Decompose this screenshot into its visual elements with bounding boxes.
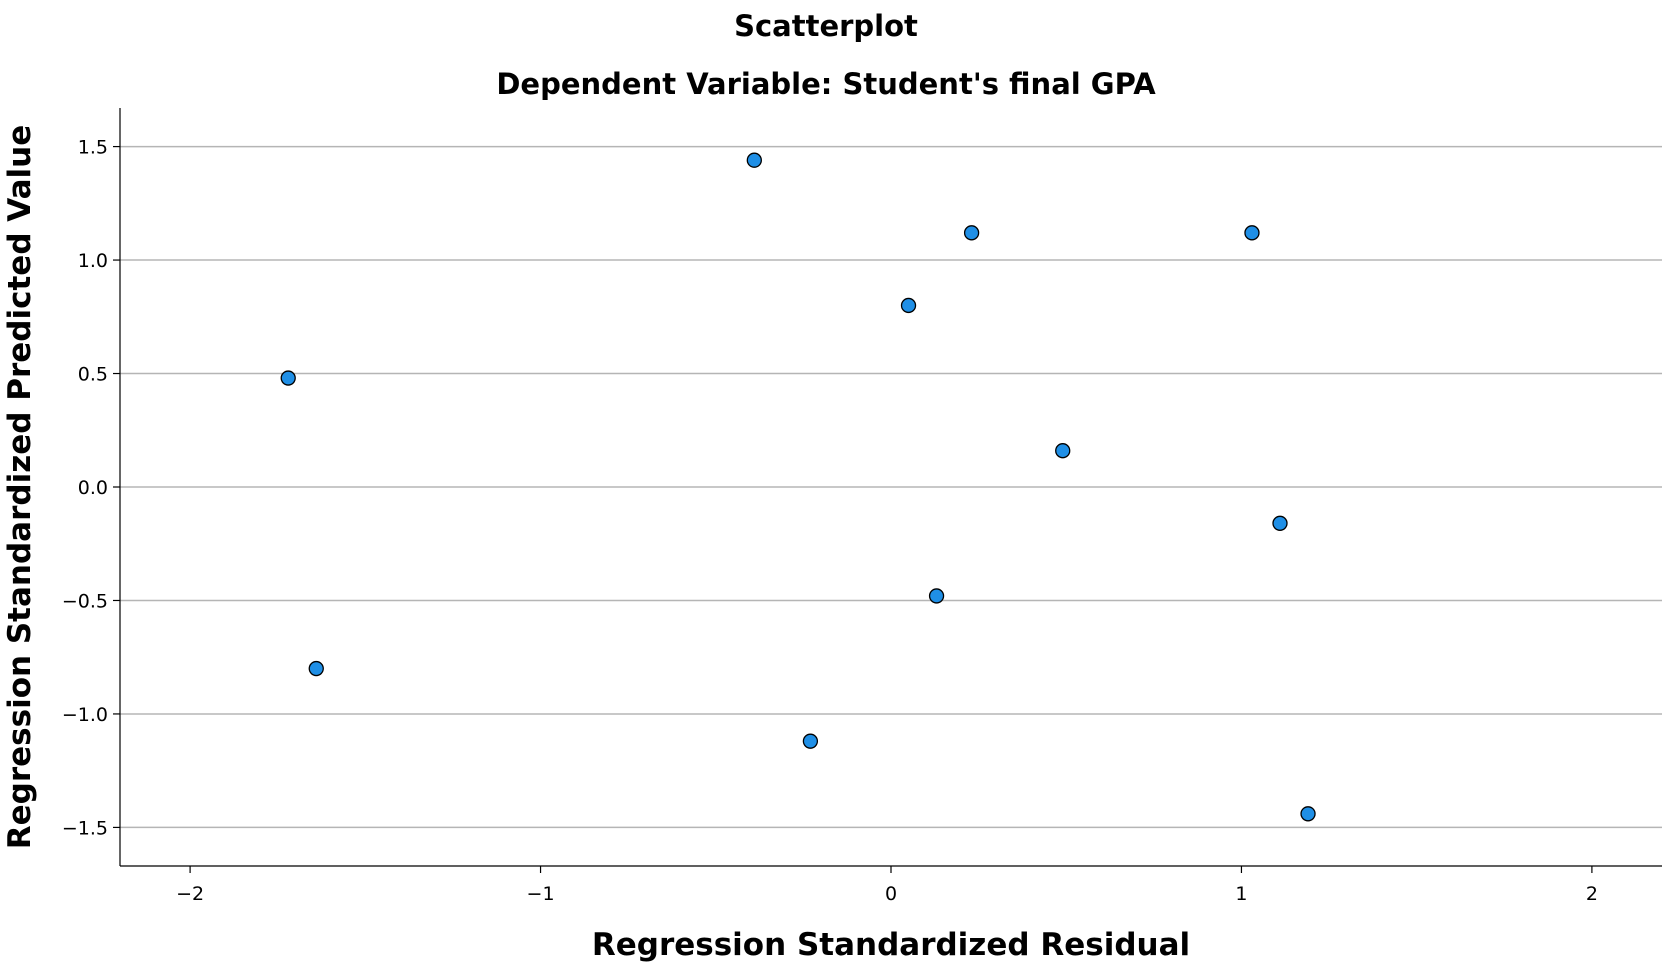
- chart-title: Scatterplot: [734, 9, 918, 43]
- y-tick-label: −0.5: [62, 590, 108, 612]
- data-point: [280, 370, 296, 386]
- x-tick-label: 1: [1235, 883, 1247, 905]
- data-point: [1300, 806, 1316, 822]
- data-point: [963, 225, 980, 241]
- data-point: [746, 152, 762, 168]
- y-tick-label: 0.5: [78, 364, 108, 386]
- x-axis-label: Regression Standardized Residual: [592, 927, 1190, 963]
- data-point: [308, 660, 324, 677]
- data-point: [900, 297, 917, 314]
- data-point: [1244, 225, 1260, 241]
- gridlines: [120, 145, 1662, 829]
- x-tick-label: −1: [527, 883, 555, 905]
- data-point: [1055, 443, 1071, 459]
- data-point: [1272, 515, 1288, 531]
- x-tick-label: 0: [885, 883, 897, 905]
- x-tick-label: −2: [176, 883, 204, 905]
- y-tick-label: 0.0: [78, 477, 108, 499]
- y-tick-label: 1.5: [78, 137, 108, 159]
- x-tick-label: 2: [1586, 883, 1598, 905]
- y-tick-label: 1.0: [78, 250, 108, 272]
- y-tick-label: −1.0: [62, 704, 108, 726]
- x-axis-ticks: −2 −1 0 1 2: [176, 866, 1598, 905]
- data-point: [928, 588, 945, 604]
- y-tick-label: −1.5: [62, 817, 108, 839]
- chart-subtitle: Dependent Variable: Student's final GPA: [496, 67, 1156, 101]
- data-point: [802, 733, 819, 749]
- data-points: [280, 152, 1316, 822]
- y-axis-ticks: 1.5 1.0 0.5 0.0 −0.5 −1.0 −1.5: [62, 137, 120, 839]
- y-axis-label: Regression Standardized Predicted Value: [2, 125, 38, 849]
